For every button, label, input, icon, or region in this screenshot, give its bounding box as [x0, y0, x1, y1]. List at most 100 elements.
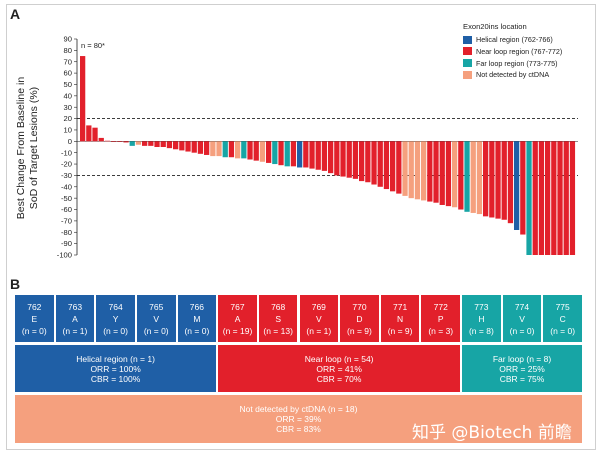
- waterfall-bar: [92, 127, 98, 142]
- residue-aa: V: [519, 313, 525, 324]
- residue-num: 762: [27, 301, 42, 312]
- waterfall-bar: [433, 141, 439, 203]
- group-title: Near loop (n = 54): [304, 353, 374, 364]
- y-tick-label: -70: [61, 216, 72, 225]
- legend-item-helical: Helical region (762-766): [463, 35, 562, 44]
- waterfall-bar: [204, 141, 210, 155]
- waterfall-bar: [154, 141, 160, 147]
- waterfall-bar: [210, 141, 216, 157]
- waterfall-bar: [191, 141, 197, 153]
- waterfall-bar: [247, 141, 253, 160]
- waterfall-bar: [557, 141, 563, 255]
- group-box-helical: Helical region (n = 1) ORR = 100% CBR = 10…: [15, 345, 217, 392]
- waterfall-bar: [135, 141, 142, 145]
- legend-label: Far loop region (773-775): [476, 58, 558, 68]
- legend-item-near-loop: Near loop region (767-772): [463, 47, 562, 56]
- waterfall-bar: [328, 141, 334, 174]
- legend-swatch-near-loop: [463, 47, 472, 56]
- residue-aa: V: [153, 313, 160, 324]
- residue-num: 769: [311, 301, 326, 312]
- waterfall-bar: [334, 141, 340, 176]
- waterfall-bar: [483, 141, 489, 217]
- legend-item-not-detected: Not detected by ctDNA: [463, 70, 562, 79]
- group-orr: ORR = 39%: [275, 414, 322, 424]
- residue-aa: M: [193, 313, 201, 324]
- waterfall-bar: [495, 141, 501, 219]
- y-tick-label: -60: [61, 205, 72, 214]
- waterfall-bar: [476, 141, 483, 215]
- waterfall-bar: [402, 141, 408, 196]
- residue-box-771: 771 N (n = 9): [380, 295, 420, 342]
- residue-num: 765: [149, 301, 164, 312]
- residue-box-773: 773 H (n = 8): [462, 295, 501, 342]
- residue-num: 767: [230, 301, 245, 312]
- waterfall-bar: [421, 141, 427, 201]
- residue-n: (n = 0): [103, 325, 128, 336]
- y-tick-label: -80: [61, 228, 72, 237]
- waterfall-bar: [563, 141, 569, 255]
- waterfall-bar: [321, 141, 328, 171]
- waterfall-bar: [148, 141, 154, 146]
- residue-n: (n = 0): [143, 325, 169, 336]
- group-orr: ORR = 25%: [499, 363, 545, 374]
- waterfall-chart: 90 80 70 60 50 40 30 20 10 0 -10 -20 -30 -40 -50 -60 -70…: [15, 35, 578, 260]
- waterfall-bar: [458, 141, 464, 210]
- panel-b-label: B: [10, 276, 21, 292]
- waterfall-bar: [315, 141, 321, 170]
- panel-a-label: A: [10, 6, 21, 22]
- waterfall-bar: [383, 141, 390, 190]
- waterfall-bar: [538, 141, 545, 255]
- waterfall-bar: [303, 141, 309, 168]
- waterfall-bar: [166, 141, 173, 149]
- waterfall-bar: [346, 141, 352, 178]
- waterfall-bar: [489, 141, 495, 218]
- group-title: Not detected by ctDNA (n = 18): [239, 404, 358, 414]
- waterfall-bar: [365, 141, 371, 183]
- residue-n: (n = 8): [468, 325, 494, 336]
- waterfall-bar: [259, 141, 266, 162]
- residue-n: (n = 0): [184, 325, 210, 336]
- legend-swatch-far-loop: [463, 59, 472, 68]
- residue-aa: P: [437, 313, 444, 324]
- y-tick-label: 70: [64, 57, 72, 66]
- residue-num: 772: [433, 301, 448, 312]
- waterfall-bar: [359, 141, 365, 182]
- residue-aa: D: [356, 313, 363, 324]
- group-cbr: CBR = 70%: [316, 373, 362, 384]
- waterfall-bar: [123, 141, 129, 143]
- waterfall-bar: [222, 141, 228, 158]
- residue-num: 764: [108, 301, 123, 312]
- y-tick-label: -90: [61, 239, 72, 248]
- waterfall-bar: [545, 141, 551, 255]
- group-title: Far loop (n = 8): [492, 353, 552, 364]
- residue-n: (n = 0): [550, 325, 576, 336]
- group-cbr: CBR = 75%: [499, 373, 545, 384]
- waterfall-bar: [284, 141, 290, 167]
- waterfall-bar: [526, 141, 532, 255]
- waterfall-bar: [408, 141, 414, 199]
- residue-box-768: 768 S (n = 13): [258, 295, 298, 342]
- residue-n: (n = 3): [428, 325, 454, 336]
- legend-label: Helical region (762-766): [476, 35, 553, 44]
- waterfall-bar: [390, 141, 396, 192]
- waterfall-bar: [86, 125, 92, 142]
- waterfall-bar: [98, 137, 104, 142]
- watermark: 知乎 @Biotech 前瞻: [412, 423, 572, 443]
- y-tick-label: -50: [61, 194, 72, 203]
- residue-box-762: 762 E (n = 0): [15, 295, 54, 342]
- group-box-near-loop: Near loop (n = 54) ORR = 41% CBR = 70%: [218, 345, 461, 392]
- waterfall-bar: [297, 141, 303, 168]
- waterfall-bar: [427, 141, 433, 202]
- y-tick-label: -100: [57, 251, 72, 260]
- y-tick-label: 50: [64, 80, 72, 89]
- residue-num: 763: [67, 301, 83, 312]
- residue-num: 771: [393, 301, 408, 312]
- residue-box-770: 770 D (n = 9): [340, 295, 379, 342]
- residue-n: (n = 13): [263, 325, 293, 336]
- y-axis-label-line2: SoD of Target Lesions (%): [28, 87, 40, 209]
- waterfall-bar: [532, 141, 538, 255]
- waterfall-bar: [445, 141, 452, 207]
- residue-n: (n = 19): [222, 325, 253, 336]
- waterfall-bar: [520, 141, 526, 235]
- waterfall-bar: [278, 141, 284, 166]
